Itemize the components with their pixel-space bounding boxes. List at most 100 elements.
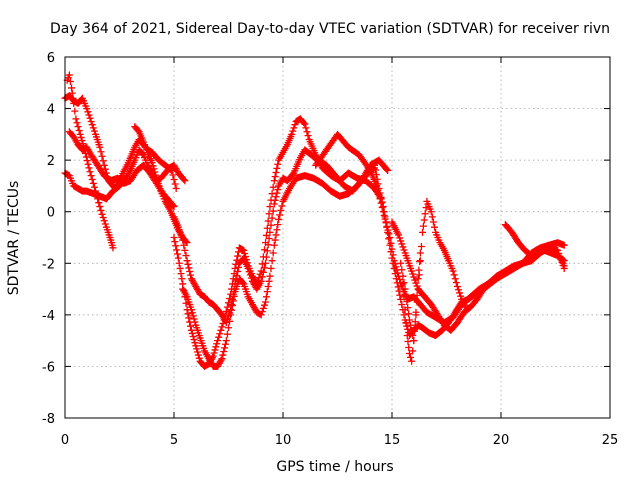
data-point bbox=[272, 193, 280, 201]
data-point bbox=[101, 220, 109, 228]
data-point bbox=[151, 168, 159, 176]
data-point bbox=[273, 226, 281, 234]
data-point bbox=[178, 275, 186, 283]
data-point bbox=[182, 252, 190, 260]
data-point bbox=[267, 221, 275, 229]
data-point bbox=[240, 246, 248, 254]
x-tick-label: 0 bbox=[61, 433, 69, 448]
data-point bbox=[412, 308, 420, 316]
y-tick-label: 6 bbox=[47, 51, 55, 66]
data-point bbox=[395, 231, 403, 239]
data-point bbox=[269, 249, 277, 257]
data-point bbox=[72, 115, 80, 123]
data-point bbox=[394, 283, 402, 291]
data-point bbox=[384, 228, 392, 236]
y-tick-label: 2 bbox=[47, 154, 55, 169]
data-point bbox=[396, 234, 404, 242]
data-point bbox=[85, 111, 93, 119]
data-point bbox=[267, 264, 275, 272]
data-point bbox=[265, 235, 273, 243]
data-point bbox=[410, 273, 418, 281]
data-point bbox=[403, 322, 411, 330]
data-point bbox=[194, 351, 202, 359]
data-point bbox=[73, 119, 81, 127]
data-point bbox=[222, 319, 230, 327]
x-tick-label: 15 bbox=[384, 433, 401, 448]
data-point bbox=[277, 206, 285, 214]
data-point bbox=[76, 130, 84, 138]
data-point bbox=[301, 120, 309, 128]
data-point bbox=[260, 301, 268, 309]
data-point bbox=[417, 243, 425, 251]
data-point bbox=[416, 258, 424, 266]
x-tick-label: 25 bbox=[602, 433, 619, 448]
y-tick-label: -6 bbox=[42, 360, 55, 375]
x-tick-labels: 0 5 10 15 20 25 bbox=[61, 433, 618, 448]
data-point bbox=[396, 291, 404, 299]
data-point bbox=[270, 241, 278, 249]
data-point bbox=[77, 133, 85, 141]
data-point bbox=[271, 173, 279, 181]
data-point bbox=[453, 282, 461, 290]
data-point bbox=[78, 137, 86, 145]
data-point bbox=[211, 346, 219, 354]
data-point bbox=[189, 333, 197, 341]
data-point bbox=[221, 344, 229, 352]
data-point bbox=[413, 298, 421, 306]
data-point bbox=[398, 240, 406, 248]
data-point bbox=[262, 259, 270, 267]
data-point bbox=[185, 264, 193, 272]
data-point bbox=[244, 264, 252, 272]
data-point bbox=[180, 175, 188, 183]
data-point bbox=[83, 105, 91, 113]
data-point bbox=[412, 279, 420, 287]
data-point bbox=[395, 287, 403, 295]
data-point bbox=[405, 310, 413, 318]
data-point bbox=[190, 315, 198, 323]
data-point bbox=[177, 270, 185, 278]
data-point bbox=[450, 271, 458, 279]
data-point bbox=[230, 292, 238, 300]
data-point bbox=[377, 194, 385, 202]
data-point bbox=[165, 204, 173, 212]
y-tick-label: 4 bbox=[47, 103, 55, 118]
data-point bbox=[414, 275, 422, 283]
data-point bbox=[379, 203, 387, 211]
data-point bbox=[84, 160, 92, 168]
data-point bbox=[187, 322, 195, 330]
data-point bbox=[398, 301, 406, 309]
data-point bbox=[264, 282, 272, 290]
data-point bbox=[195, 354, 203, 362]
data-point bbox=[235, 263, 243, 271]
data-point bbox=[380, 208, 388, 216]
data-point bbox=[179, 236, 187, 244]
data-point bbox=[191, 339, 199, 347]
data-point bbox=[270, 177, 278, 185]
series-arc-h bbox=[179, 164, 379, 370]
data-point bbox=[226, 317, 234, 325]
data-point bbox=[404, 338, 412, 346]
data-point bbox=[239, 279, 247, 287]
data-point bbox=[451, 275, 459, 283]
data-point bbox=[187, 326, 195, 334]
data-point bbox=[304, 132, 312, 140]
data-point bbox=[413, 292, 421, 300]
data-point bbox=[414, 285, 422, 293]
data-point bbox=[270, 200, 278, 208]
data-point bbox=[274, 160, 282, 168]
data-point bbox=[422, 204, 430, 212]
data-point bbox=[289, 127, 297, 135]
data-point bbox=[173, 250, 181, 258]
data-point bbox=[183, 257, 191, 265]
y-tick-label: -8 bbox=[42, 412, 55, 427]
data-point bbox=[188, 329, 196, 337]
data-point bbox=[170, 234, 178, 241]
data-point bbox=[228, 306, 236, 314]
data-point bbox=[300, 119, 308, 127]
data-point bbox=[274, 221, 282, 229]
data-point bbox=[266, 228, 274, 236]
data-point bbox=[90, 127, 98, 135]
data-point bbox=[180, 241, 188, 249]
data-point bbox=[218, 323, 226, 331]
series-arc-n bbox=[501, 221, 568, 265]
